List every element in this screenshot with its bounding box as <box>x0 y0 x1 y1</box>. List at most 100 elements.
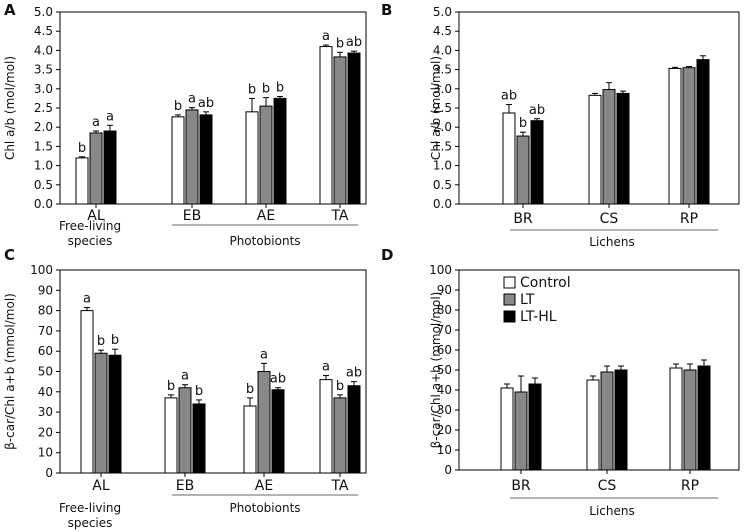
group-freeliving-line2-c: species <box>68 516 113 530</box>
panel-a-category-label: EB <box>183 208 201 224</box>
panel-b-ytick-label: 0.0 <box>433 197 452 211</box>
panel-a-significance-letter: b <box>174 99 182 114</box>
panel-c-ytick-label: 10 <box>38 446 53 460</box>
group-freeliving-line2-a: species <box>68 234 113 248</box>
group-freeliving-line1-c: Free-living <box>59 501 121 515</box>
panel-b-significance-letter: ab <box>501 89 517 104</box>
panel-a-ytick-label: 3.0 <box>34 82 53 96</box>
panel-d-bar <box>600 371 614 471</box>
panel-d-category-label: RP <box>681 478 699 494</box>
panel-b-bar <box>616 92 630 205</box>
group-photobionts-label-a: Photobionts <box>229 234 300 248</box>
panel-b-ytick-label: 5.0 <box>433 5 452 19</box>
panel-a-significance-letter: a <box>92 115 100 130</box>
panel-a-significance-letter: b <box>78 141 86 156</box>
panel-c-ytick-label: 100 <box>30 263 53 277</box>
panel-d-ytick-label: 90 <box>437 283 452 297</box>
panel-c-bar <box>192 403 206 474</box>
panel-c-bar <box>80 310 94 474</box>
panel-a-bar <box>347 52 361 205</box>
legend-swatch-lthl <box>503 310 516 323</box>
panel-c-bar <box>257 371 271 474</box>
panel-d-bar <box>528 383 542 471</box>
group-freeliving-line1-a: Free-living <box>59 219 121 233</box>
panel-d-bar <box>614 369 628 471</box>
panel-c-ytick-label: 50 <box>38 365 53 379</box>
panel-c-bar <box>243 405 257 474</box>
panel-c-significance-letter: ab <box>346 366 362 381</box>
legend-swatch-control <box>503 276 516 289</box>
panel-a-ytick-label: 2.0 <box>34 120 53 134</box>
panel-c-bar <box>108 354 122 474</box>
panel-c-y-axis-label: β-car/Chl a+b (mmol/mol) <box>3 293 17 450</box>
panel-d-bar <box>683 369 697 471</box>
panel-a-ytick-label: 1.5 <box>34 139 53 153</box>
panel-a-significance-letter: b <box>262 82 270 97</box>
panel-b-category-label: CS <box>600 211 619 227</box>
panel-c-significance-letter: b <box>195 384 203 399</box>
panel-c-significance-letter: ab <box>270 372 286 387</box>
panel-d-ytick-label: 70 <box>437 323 452 337</box>
panel-c-bar <box>94 352 108 474</box>
panel-a-significance-letter: ab <box>198 96 214 111</box>
panel-b-ytick-label: 2.0 <box>433 120 452 134</box>
panel-c-ytick-label: 70 <box>38 324 53 338</box>
panel-c-bar <box>271 389 285 474</box>
legend-label-lthl: LT-HL <box>520 309 557 325</box>
legend-swatch-lt <box>503 293 516 306</box>
panel-d-bar <box>500 387 514 471</box>
panel-c-significance-letter: a <box>83 292 91 307</box>
panel-c-ytick-label: 30 <box>38 405 53 419</box>
panel-c-ytick-label: 60 <box>38 344 53 358</box>
panel-a-significance-letter: b <box>276 80 284 95</box>
panel-c-bar <box>333 397 347 474</box>
panel-a-ytick-label: 0.0 <box>34 197 53 211</box>
panel-c-significance-letter: b <box>167 379 175 394</box>
panel-b-bar <box>696 59 710 205</box>
panel-d-ytick-label: 10 <box>437 443 452 457</box>
panel-b-ytick-label: 2.5 <box>433 101 452 115</box>
panel-c-significance-letter: b <box>97 334 105 349</box>
panel-c-ytick-label: 80 <box>38 304 53 318</box>
panel-b-ytick-label: 1.5 <box>433 139 452 153</box>
panel-a-y-axis-label: Chl a/b (mol/mol) <box>3 56 17 160</box>
panel-d-bar <box>697 365 711 471</box>
panel-c-significance-letter: b <box>111 333 119 348</box>
panel-c-ytick-label: 90 <box>38 283 53 297</box>
panel-d-ytick-label: 100 <box>429 263 452 277</box>
panel-d-ytick-label: 0 <box>444 463 452 477</box>
panel-b-category-label: BR <box>513 211 533 227</box>
panel-a-category-label: AE <box>257 208 275 224</box>
legend-label-control: Control <box>520 275 571 291</box>
panel-d-ytick-label: 60 <box>437 343 452 357</box>
panel-b-bar <box>668 67 682 205</box>
panel-a-ytick-label: 2.5 <box>34 101 53 115</box>
panel-c-ytick-label: 20 <box>38 425 53 439</box>
panel-c-ytick-label: 40 <box>38 385 53 399</box>
panel-b-ytick-label: 1.0 <box>433 159 452 173</box>
panel-a-ytick-label: 4.0 <box>34 43 53 57</box>
panel-b-bar <box>516 135 530 205</box>
panel-a-bar <box>273 97 287 205</box>
panel-a-bar <box>319 46 333 205</box>
panel-c-category-label: TA <box>330 478 348 494</box>
panel-d-ytick-label: 80 <box>437 303 452 317</box>
panel-a-letter: A <box>4 1 16 19</box>
panel-a-ytick-label: 1.0 <box>34 159 53 173</box>
panel-d-bar <box>586 379 600 471</box>
panel-b-significance-letter: ab <box>529 103 545 118</box>
panel-a-significance-letter: a <box>322 29 330 44</box>
panel-c-bar <box>164 397 178 474</box>
panel-c-significance-letter: a <box>181 369 189 384</box>
panel-b-ytick-label: 3.0 <box>433 82 452 96</box>
panel-d-bar <box>669 367 683 471</box>
panel-c-bar <box>347 385 361 474</box>
panel-c-bar <box>319 379 333 474</box>
panel-a-bar <box>75 157 89 205</box>
panel-b-bar <box>602 89 616 205</box>
panel-d-bar <box>514 391 528 471</box>
panel-c-category-label: AE <box>255 478 273 494</box>
group-lichens-label-d: Lichens <box>589 504 634 518</box>
